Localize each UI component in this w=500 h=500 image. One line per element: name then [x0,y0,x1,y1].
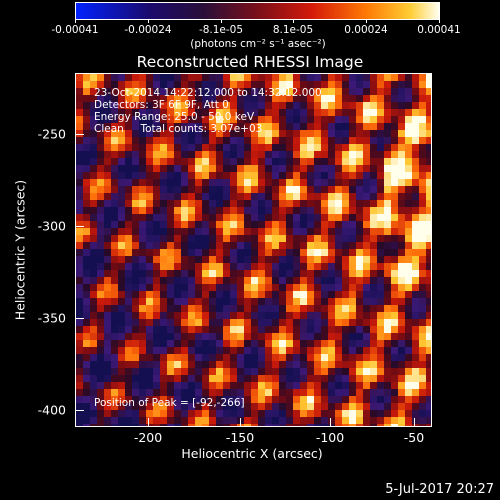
xtick-label: -50 [403,430,425,445]
colorbar-tick [75,19,76,23]
colorbar-gradient [76,3,439,19]
xtick-mark [330,418,331,426]
info-detectors: Detectors: 3F 6F 9F, Att 0 [94,99,229,111]
heatmap-image [76,74,431,426]
ytick-mark [76,318,84,319]
colorbar-tick [293,19,294,23]
colorbar-tick-label: 8.1e-05 [272,24,314,36]
info-time-range: 23-Oct-2014 14:22:12.000 to 14:32:12.000 [94,87,322,99]
xtick-mark [148,418,149,426]
ytick-label: -300 [37,218,66,234]
rhessi-image [75,73,432,427]
ytick-label: -250 [37,126,66,142]
colorbar-tick [221,19,222,23]
colorbar-tick-label: 0.00041 [417,24,461,36]
x-axis-label: Heliocentric X (arcsec) [181,446,323,461]
colorbar-tick-label: 0.00024 [344,24,388,36]
colorbar-tick-label: -0.00024 [124,24,172,36]
info-total-counts: Clean Total counts: 3.07e+03 [94,123,263,135]
colorbar-units: (photons cm⁻² s⁻¹ asec⁻²) [190,38,326,50]
ytick-label: -400 [37,402,66,418]
footer-date: 5-Jul-2017 20:27 [385,482,494,497]
colorbar [75,2,440,20]
info-peak-position: Position of Peak = [-92,-266] [94,397,245,409]
y-axis-label: Heliocentric Y (arcsec) [12,179,28,321]
colorbar-tick [439,19,440,23]
xtick-label: -200 [133,430,163,445]
colorbar-tick [366,19,367,23]
ytick-mark [76,134,84,135]
xtick-mark [414,418,415,426]
plot-title: Reconstructed RHESSI Image [136,53,364,71]
colorbar-tick-label: -8.1e-05 [198,24,244,36]
xtick-mark [240,418,241,426]
colorbar-tick-label: -0.00041 [51,24,99,36]
xtick-label: -150 [225,430,255,445]
colorbar-tick [148,19,149,23]
ytick-mark [76,410,84,411]
info-energy-range: Energy Range: 25.0 - 50.0 keV [94,111,255,123]
ytick-mark [76,226,84,227]
ytick-label: -350 [37,310,66,326]
xtick-label: -100 [315,430,345,445]
